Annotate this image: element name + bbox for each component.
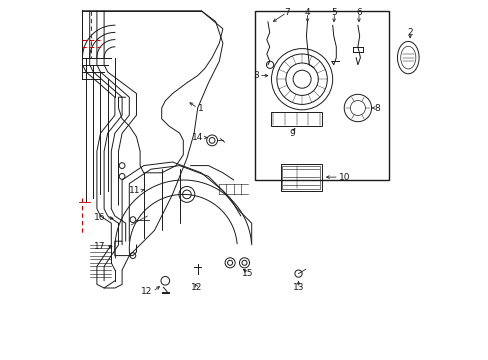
Text: 15: 15 xyxy=(242,269,253,278)
Text: 13: 13 xyxy=(292,284,304,292)
Bar xyxy=(280,164,321,191)
Bar xyxy=(271,112,321,126)
Text: 1: 1 xyxy=(197,104,203,112)
Text: 6: 6 xyxy=(355,8,361,17)
Bar xyxy=(282,166,320,189)
Text: 5: 5 xyxy=(331,8,337,17)
Text: 11: 11 xyxy=(128,186,140,195)
Text: 12: 12 xyxy=(141,287,152,296)
Text: 10: 10 xyxy=(338,173,349,181)
Text: 8: 8 xyxy=(374,104,380,112)
Text: 16: 16 xyxy=(94,213,106,222)
Text: 2: 2 xyxy=(407,28,412,37)
Text: 12: 12 xyxy=(191,284,202,292)
Text: 4: 4 xyxy=(304,8,310,17)
Bar xyxy=(255,11,387,180)
Text: 14: 14 xyxy=(191,133,203,142)
Text: 9: 9 xyxy=(288,129,294,138)
Text: 3: 3 xyxy=(253,71,258,80)
Text: 17: 17 xyxy=(94,242,106,251)
Text: 7: 7 xyxy=(283,8,289,17)
